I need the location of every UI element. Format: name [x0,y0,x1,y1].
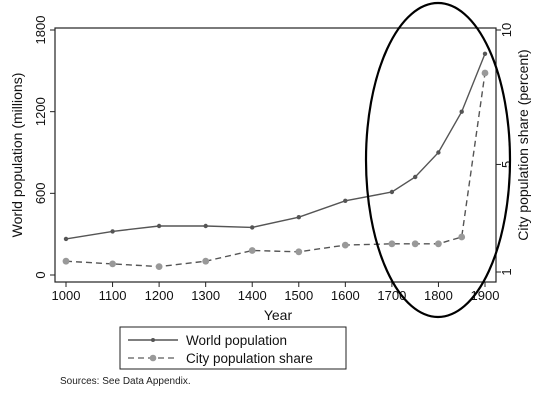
x-axis-ticks: 1000 1100 1200 1300 1400 1500 1600 1700 1800 1900 [52,282,499,303]
y2-axis-title: City population share (percent) [515,49,531,240]
city-share-point [248,247,256,254]
legend-marker-world [151,338,155,342]
world-population-point [459,109,464,114]
legend-box [119,326,347,370]
x-tick-label: 1200 [145,288,174,303]
plot-area [54,27,497,283]
world-population-point [250,225,255,230]
x-tick-label: 1600 [331,288,360,303]
world-population-point [63,236,69,242]
world-population-point [482,51,488,56]
city-share-point [109,260,116,268]
y-axis-ticks: 0 600 1200 1800 [33,16,55,279]
legend-marker-city [149,354,157,362]
source-note: Sources: See Data Appendix. [60,376,191,387]
x-axis-title: Year [264,307,293,323]
x-tick-label: 1400 [238,288,267,303]
y-tick-label: 600 [33,182,48,204]
series-layer [62,51,489,270]
world-population-point [156,223,162,229]
city-share-point [155,263,163,270]
legend-item-city-share: City population share [128,351,313,366]
world-population-point [110,229,115,234]
legend-label-world: World population [186,333,287,348]
world-population-point [389,189,395,195]
world-population-point [203,223,208,229]
city-share-point [435,240,442,248]
x-tick-label: 1300 [191,288,220,303]
city-share-point [388,240,396,248]
y2-tick-label: 5 [499,161,514,168]
annotation-ellipse [364,1,512,319]
world-population-point [296,215,301,220]
world-population-point [436,150,441,155]
city-share-point [458,233,466,241]
y-tick-label: 1800 [33,16,48,45]
world-population-line [65,53,486,240]
city-share-point [62,257,70,265]
y-axis-title: World population (millions) [9,73,25,238]
city-share-point [481,69,489,77]
legend-item-world-population: World population [128,333,287,348]
y2-tick-label: 10 [499,23,514,37]
city-share-line [65,72,486,268]
city-share-point [341,241,349,249]
legend: World population City population share [119,326,347,370]
x-tick-label: 1500 [284,288,313,303]
x-tick-label: 1100 [99,288,127,303]
world-population-point [343,198,348,203]
world-population-point [413,174,418,180]
legend-label-city: City population share [186,351,313,366]
y-tick-label: 0 [33,271,48,278]
x-tick-label: 1000 [52,288,81,303]
y-tick-label: 1200 [33,97,48,126]
city-share-point [295,248,303,256]
y2-tick-label: 1 [499,268,514,275]
x-tick-label: 1800 [424,288,453,303]
city-share-point [411,240,419,248]
city-share-point [202,257,210,265]
